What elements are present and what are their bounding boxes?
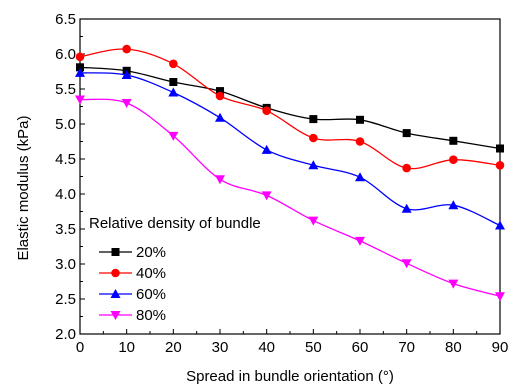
legend-item: 40%: [99, 265, 166, 282]
data-point: [308, 160, 319, 170]
legend-label: 60%: [136, 286, 166, 303]
data-point: [168, 87, 179, 97]
data-point: [402, 129, 411, 138]
data-point: [449, 155, 458, 164]
data-point: [448, 200, 459, 210]
x-tick-label: 20: [165, 339, 182, 356]
data-point: [355, 137, 365, 146]
series-60pct: [75, 67, 505, 230]
x-tick-label: 60: [352, 339, 369, 356]
data-point: [448, 279, 459, 289]
data-point: [402, 163, 411, 173]
data-point: [355, 172, 365, 182]
y-axis-title: Elastic modulus (kPa): [15, 115, 32, 260]
data-point: [168, 131, 179, 141]
data-point: [401, 259, 412, 269]
x-tick-label: 40: [258, 339, 275, 356]
data-point: [215, 175, 225, 185]
data-point: [308, 216, 319, 226]
data-point: [75, 52, 85, 62]
legend-marker: [110, 311, 121, 320]
series-line: [79, 48, 501, 170]
legend-marker: [111, 268, 120, 278]
data-point: [122, 44, 131, 54]
legend-label: 20%: [136, 244, 166, 261]
y-tick-label: 2.5: [55, 291, 76, 308]
y-tick-label: 4.5: [55, 151, 76, 168]
x-tick-label: 50: [305, 339, 322, 356]
data-point: [356, 115, 364, 124]
data-point: [75, 67, 85, 77]
data-point: [121, 99, 132, 108]
data-point: [262, 106, 271, 115]
legend-item: 80%: [99, 307, 166, 324]
data-point: [495, 292, 505, 302]
x-tick-label: 80: [445, 339, 462, 356]
y-tick-label: 6.0: [55, 46, 76, 63]
legend: Relative density of bundle 20% 40% 60% 80%: [89, 215, 261, 324]
data-point: [76, 63, 84, 72]
data-point: [169, 59, 178, 69]
legend-item: 60%: [99, 286, 166, 303]
data-point: [355, 236, 365, 246]
series-line: [79, 72, 501, 227]
x-tick-label: 0: [76, 339, 84, 356]
y-tick-label: 2.0: [55, 326, 76, 343]
y-axis: 2.0 2.5 3.0 3.5 4.0 4.5 5.0 5.5 6.0 6.5: [55, 11, 85, 343]
y-tick-label: 4.0: [55, 186, 76, 203]
data-point: [309, 133, 318, 143]
data-point: [215, 112, 225, 122]
legend-title: Relative density of bundle: [89, 215, 261, 232]
legend-label: 40%: [136, 265, 166, 282]
legend-label: 80%: [136, 307, 166, 324]
data-point: [496, 144, 504, 153]
x-tick-label: 10: [118, 339, 135, 356]
legend-marker: [111, 248, 120, 256]
data-point: [215, 91, 225, 101]
y-tick-label: 6.5: [55, 11, 76, 28]
data-point: [401, 203, 412, 213]
x-tick-label: 90: [492, 339, 509, 356]
series-80pct: [75, 95, 505, 302]
series-line: [79, 98, 501, 297]
data-point: [449, 136, 458, 145]
data-point: [216, 87, 224, 96]
data-point: [495, 220, 505, 230]
data-point: [261, 191, 272, 201]
legend-item: 20%: [99, 244, 166, 261]
data-point: [309, 115, 318, 124]
data-point: [495, 161, 505, 170]
x-tick-label: 70: [398, 339, 415, 356]
x-axis-title: Spread in bundle orientation (°): [186, 368, 394, 385]
legend-marker: [110, 289, 121, 298]
data-point: [121, 70, 132, 79]
y-tick-label: 5.0: [55, 116, 76, 133]
y-tick-label: 5.5: [55, 81, 76, 98]
x-tick-label: 30: [212, 339, 229, 356]
y-tick-label: 3.5: [55, 221, 76, 238]
x-axis: 0 10 20 30 40 50 60 70 80 90: [76, 329, 509, 356]
series-layer: [75, 44, 505, 302]
y-tick-label: 3.0: [55, 256, 76, 273]
series-20pct: [76, 63, 504, 153]
series-40pct: [75, 44, 505, 173]
data-point: [169, 78, 178, 86]
series-line: [79, 66, 501, 150]
data-point: [75, 95, 85, 105]
data-point: [261, 144, 272, 154]
